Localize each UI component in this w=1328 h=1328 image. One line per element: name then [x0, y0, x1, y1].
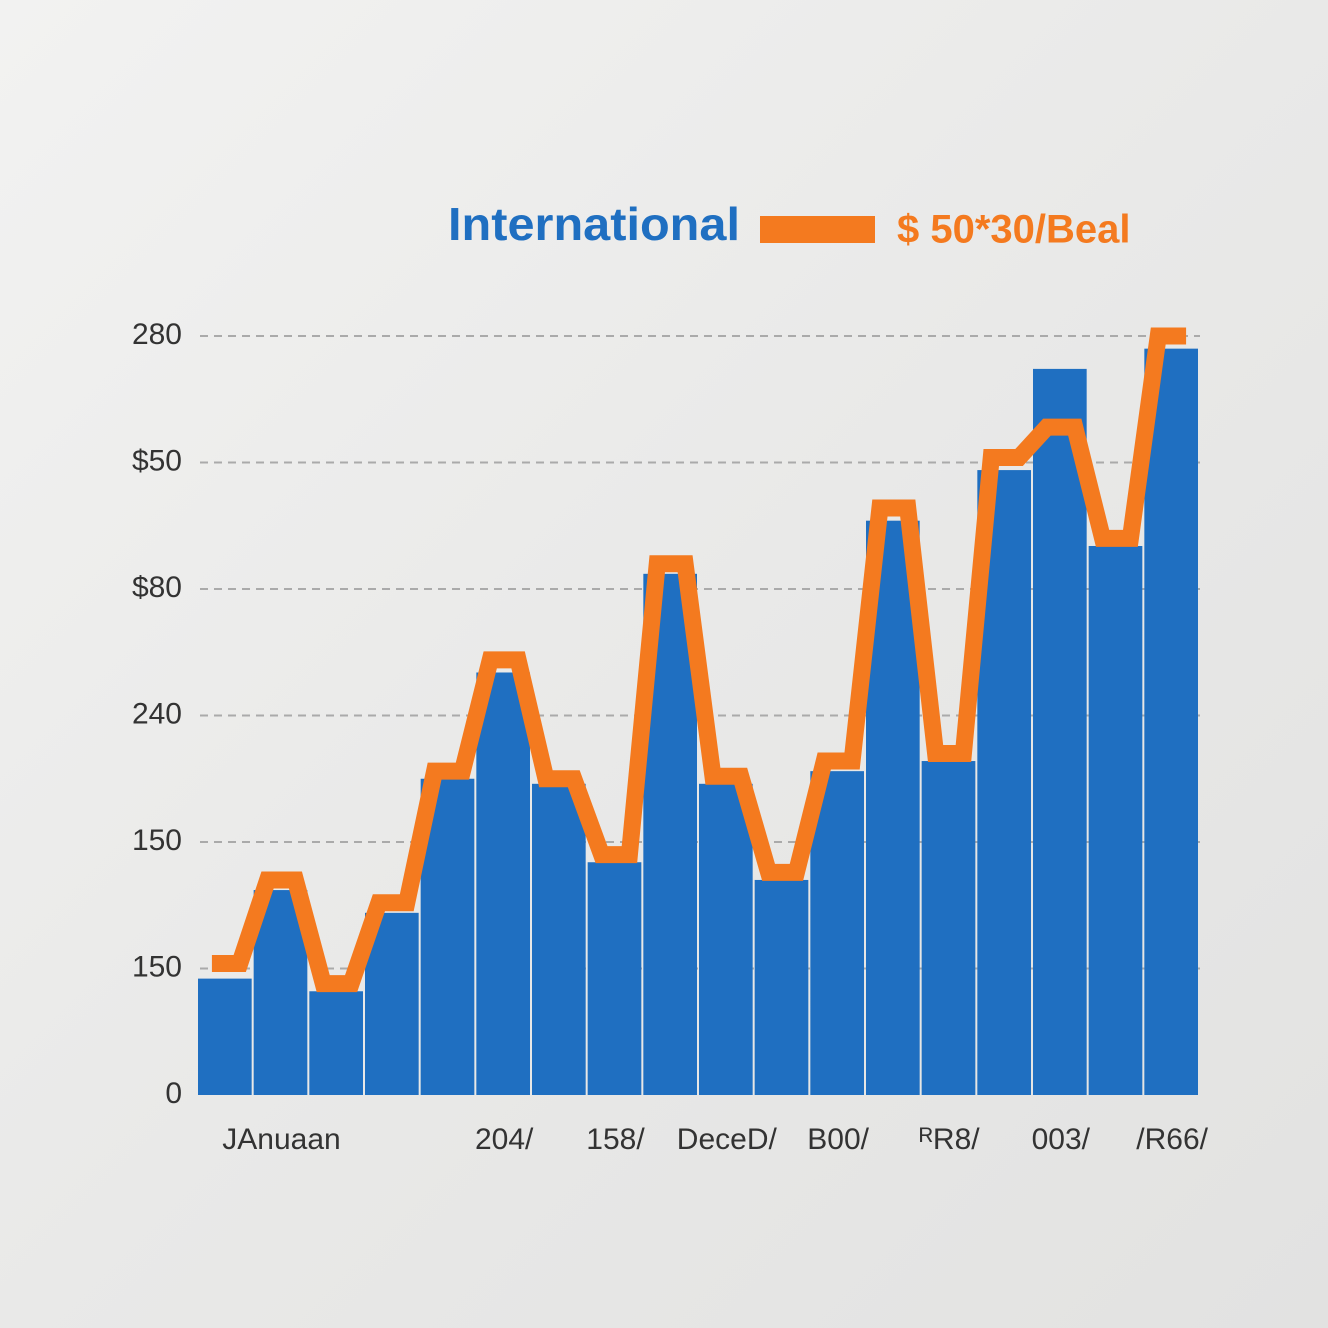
- legend-label: International: [448, 198, 740, 250]
- x-tick-label: /R66/: [1136, 1123, 1208, 1156]
- legend-swatch: [760, 216, 875, 243]
- x-tick-label: 003/: [1032, 1123, 1091, 1156]
- bar: [1144, 348, 1198, 1095]
- line: [211, 327, 1187, 993]
- bar: [198, 978, 252, 1095]
- x-tick-label: 158/: [586, 1123, 645, 1156]
- y-tick-label: $50: [132, 444, 182, 477]
- y-tick-label: $80: [132, 571, 182, 604]
- bar: [810, 771, 864, 1095]
- x-tick-label: 204/: [475, 1123, 534, 1156]
- x-tick-label: DeceD/: [677, 1123, 778, 1156]
- bar: [754, 879, 809, 1095]
- y-tick-label: 0: [165, 1077, 182, 1110]
- bar: [1033, 368, 1087, 1095]
- x-tick-label: ᴿR8/: [919, 1123, 980, 1156]
- y-tick-label: 150: [132, 824, 182, 857]
- bar: [532, 783, 586, 1095]
- legend-label: $ 50*30/Beal: [897, 208, 1131, 252]
- y-tick-label: 280: [132, 318, 182, 351]
- x-tick-label: B00/: [807, 1123, 869, 1156]
- bar: [699, 783, 753, 1095]
- bar: [1088, 545, 1143, 1095]
- y-tick-label: 150: [132, 950, 182, 983]
- bar: [476, 672, 530, 1095]
- bar: [587, 862, 642, 1095]
- bar: [253, 890, 308, 1095]
- legend: International $ 50*30/Beal: [448, 198, 1131, 251]
- x-tick-label: JAnuaan: [222, 1123, 340, 1156]
- y-tick-label: 240: [132, 697, 182, 730]
- bar: [309, 991, 363, 1095]
- bar: [921, 761, 976, 1095]
